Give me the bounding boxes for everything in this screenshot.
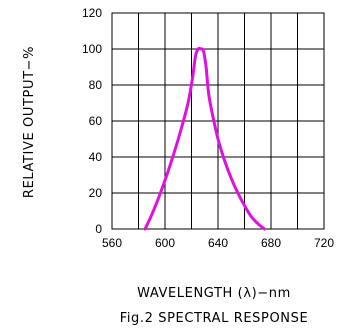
y-tick-label: 60	[89, 114, 103, 128]
spectral-curve	[143, 46, 266, 231]
y-tick-label: 20	[89, 186, 103, 200]
curve-layer	[143, 46, 266, 231]
x-tick-label: 600	[155, 236, 175, 250]
tick-labels: 560 600 640 680 720 0 20 40 60 80 100 120	[82, 6, 334, 250]
x-axis-label: WAVELENGTH (λ)−nm	[137, 286, 291, 301]
x-tick-label: 560	[102, 236, 122, 250]
y-axis-label: RELATIVE OUTPUT−%	[22, 46, 37, 198]
x-tick-label: 720	[314, 236, 334, 250]
x-tick-label: 640	[208, 236, 228, 250]
y-tick-label: 100	[82, 42, 102, 56]
y-tick-label: 80	[89, 78, 103, 92]
grid	[111, 12, 325, 230]
y-tick-label: 40	[89, 150, 103, 164]
figure-caption: Fig.2 SPECTRAL RESPONSE	[120, 311, 309, 326]
y-tick-label: 120	[82, 6, 102, 20]
x-tick-label: 680	[261, 236, 281, 250]
y-tick-label: 0	[95, 222, 102, 236]
